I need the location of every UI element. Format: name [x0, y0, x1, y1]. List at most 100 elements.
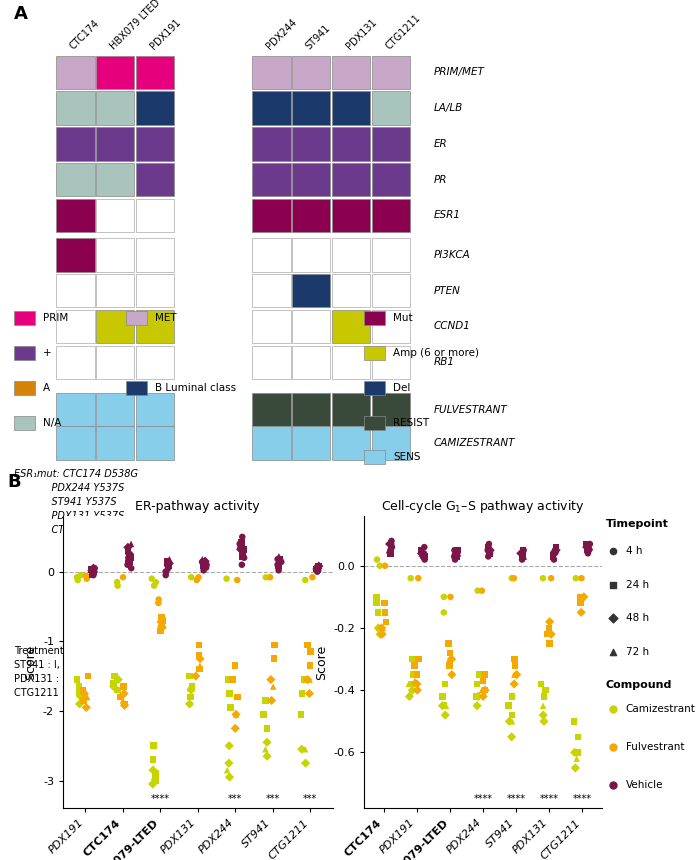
Bar [332, 393, 370, 427]
Point [184, 669, 195, 683]
Point [482, 544, 493, 557]
Point [412, 677, 423, 691]
Point [274, 552, 285, 566]
Point [224, 771, 235, 784]
Point [407, 684, 418, 697]
Point [234, 537, 245, 550]
Point [276, 555, 287, 568]
Point [265, 673, 276, 686]
Text: SENS: SENS [393, 452, 421, 463]
Point [550, 544, 561, 557]
Point [262, 749, 273, 763]
Point [150, 774, 161, 788]
Point [482, 540, 493, 554]
Point [544, 621, 555, 635]
Bar [136, 199, 174, 232]
Bar [252, 56, 290, 89]
Point [260, 570, 272, 584]
Text: PR: PR [434, 175, 447, 185]
Y-axis label: Score: Score [25, 645, 37, 679]
Text: N/A: N/A [43, 418, 62, 427]
Bar [364, 346, 385, 359]
Bar [252, 199, 290, 232]
Bar [292, 199, 330, 232]
Point [504, 715, 515, 728]
Point [153, 593, 164, 606]
Point [313, 559, 324, 573]
Point [76, 690, 87, 703]
Bar [372, 127, 410, 161]
Point [230, 659, 241, 673]
Bar [96, 346, 134, 379]
Bar [14, 346, 35, 359]
Point [225, 701, 236, 715]
Point [155, 624, 167, 638]
Point [300, 742, 311, 756]
Point [147, 777, 158, 791]
Point [412, 667, 423, 681]
Text: A: A [43, 383, 50, 393]
Bar [372, 163, 410, 196]
Point [125, 551, 136, 565]
Point [374, 559, 386, 573]
Text: ***: *** [303, 794, 317, 804]
Point [197, 552, 208, 566]
Point [472, 584, 483, 598]
Point [476, 684, 487, 697]
Point [118, 570, 129, 584]
Point [477, 690, 489, 703]
Point [124, 548, 135, 562]
Point [472, 699, 483, 713]
Point [473, 667, 484, 681]
Point [85, 562, 97, 576]
Point [538, 699, 549, 713]
Point [148, 739, 159, 752]
Point [81, 572, 92, 586]
Point [195, 659, 206, 673]
Bar [56, 238, 94, 272]
Point [190, 669, 202, 683]
Point [157, 621, 168, 635]
Point [193, 570, 204, 584]
Point [542, 627, 553, 641]
Point [471, 677, 482, 691]
Point [438, 605, 449, 619]
Point [272, 559, 284, 573]
Point [185, 679, 196, 693]
Bar [14, 311, 35, 325]
Point [230, 722, 241, 735]
Point [379, 596, 390, 610]
Point [545, 571, 557, 585]
Bar [372, 91, 410, 125]
Point [576, 571, 587, 585]
Point [550, 540, 561, 554]
Point [261, 722, 272, 735]
Point [160, 565, 172, 579]
Point [547, 546, 559, 560]
Point [108, 669, 120, 683]
Point [234, 538, 246, 552]
Bar [372, 346, 410, 379]
Point [224, 686, 235, 700]
Point [150, 575, 162, 589]
Point [419, 546, 430, 560]
Point [304, 659, 316, 673]
Point [442, 636, 454, 650]
Point [201, 561, 212, 574]
Point [86, 568, 97, 582]
Point [74, 697, 85, 711]
Point [440, 699, 452, 713]
Point [125, 537, 136, 550]
Text: PI3KCA: PI3KCA [434, 250, 470, 260]
Bar [372, 238, 410, 272]
Point [384, 538, 395, 551]
Point [272, 558, 283, 572]
Point [417, 550, 428, 563]
Point [548, 553, 559, 567]
Point [163, 559, 174, 573]
Point [471, 690, 482, 703]
Point [186, 683, 197, 697]
Point [267, 679, 279, 693]
Point [164, 552, 175, 566]
Point [312, 565, 323, 579]
